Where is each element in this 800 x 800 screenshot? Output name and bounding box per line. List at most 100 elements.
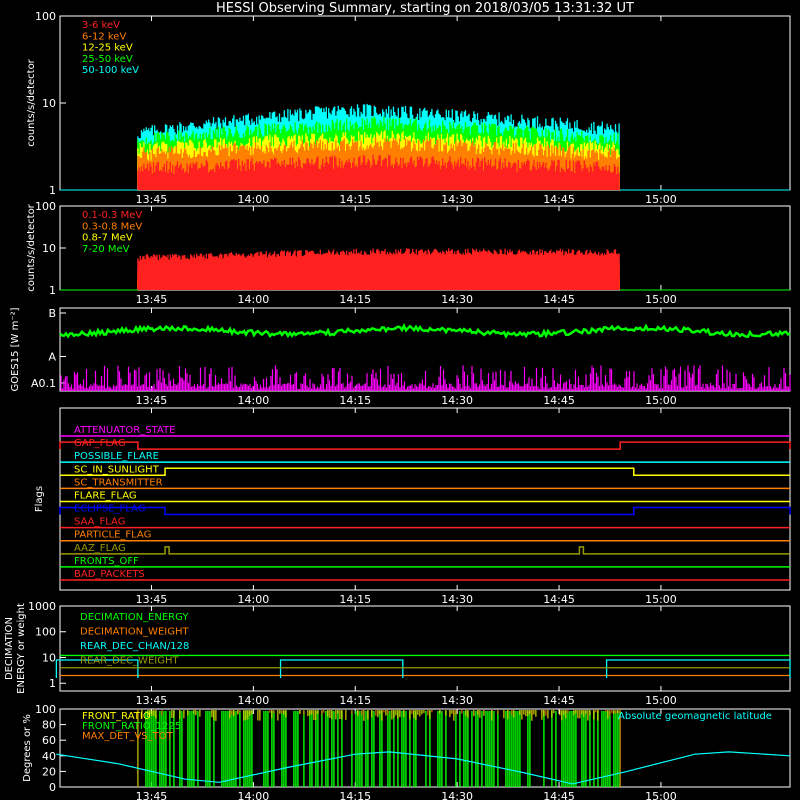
high-energy-y-tick-label: 10	[42, 242, 56, 255]
legend-entry: REAR_DEC_CHAN/128	[80, 641, 189, 652]
flags-time-tick-label: 14:15	[339, 593, 371, 606]
legend-entry: 12-25 keV	[82, 43, 133, 54]
legend-entry: 0.8-7 MeV	[82, 233, 133, 244]
legend-entry: 6-12 keV	[82, 31, 126, 42]
y-axis-label: Flags	[34, 486, 45, 512]
ratios-y-tick-label: 0	[49, 781, 56, 794]
decimation-time-tick-label: 14:15	[339, 694, 371, 707]
legend-entry: 25-50 keV	[82, 54, 133, 65]
chart-title: HESSI Observing Summary, starting on 201…	[216, 1, 634, 16]
ratios-frame	[59, 708, 791, 788]
front-ratio-spikes	[141, 710, 619, 721]
decimation-step	[605, 659, 791, 678]
goes-time-tick-label: 14:00	[238, 394, 270, 407]
high-energy-y-tick-label: 100	[35, 200, 56, 213]
ratios-time-tick-label: 15:00	[645, 790, 677, 800]
goes-y-tick-label: A0.1	[31, 377, 56, 390]
flag-label: ATTENUATOR_STATE	[74, 425, 175, 436]
ratios-y-tick-label: 60	[42, 734, 56, 747]
decimation-time-tick-label: 14:30	[441, 694, 473, 707]
panels: 13:45 14:00 14:15 14:30 14:45 15:00110100coun…	[4, 10, 791, 800]
high-energy-time-tick-label: 14:30	[441, 293, 473, 306]
low-energy-y-tick-label: 100	[35, 10, 56, 23]
y-axis-label: counts/s/detector	[26, 203, 37, 291]
legend-entry: MAX_DET_VS_TOT	[82, 731, 174, 742]
low-energy-y-tick-label: 10	[42, 97, 56, 110]
ratios-time-tick-label: 13:45	[136, 790, 168, 800]
geomagnetic-latitude-curve	[56, 751, 791, 785]
high-energy-panel: 13:45 14:00 14:15 14:30 14:45 15:00 1 10 100coun…	[26, 200, 791, 306]
ratios-y-tick-label: 100	[35, 703, 56, 716]
ratios-y-tick-label: 20	[42, 765, 56, 778]
legend-entry: 3-6 keV	[82, 20, 120, 31]
goes-short-channel-spikes	[60, 365, 791, 391]
decimation-time-tick-label: 14:00	[238, 694, 270, 707]
flags-frame	[59, 407, 791, 591]
high-energy-series-0	[137, 248, 620, 290]
legend-entry: REAR_DEC_WEIGHT	[80, 656, 179, 667]
legend-entry: DECIMATION_WEIGHT	[80, 627, 189, 638]
goes-time-tick-label: 13:45	[136, 394, 168, 407]
flag-label: PARTICLE_FLAG	[74, 530, 151, 541]
legend-entry: FRONT_RATIO	[82, 711, 151, 722]
decimation-time-tick-label: 15:00	[645, 694, 677, 707]
flags-time-tick-label: 14:45	[543, 593, 575, 606]
legend-entry: DECIMATION_ENERGY	[80, 612, 189, 623]
flag-trace	[59, 506, 791, 516]
legend-entry: FRONT_RATIO_1225	[82, 721, 181, 732]
flag-label: BAD_PACKETS	[74, 569, 145, 580]
legend-entry: 0.1-0.3 MeV	[82, 210, 142, 221]
decimation-step	[279, 659, 404, 678]
decimation-y-tick-label: 1000	[28, 600, 56, 613]
flags-time-tick-label: 13:45	[136, 593, 168, 606]
decimation-y-tick-label: 10	[42, 651, 56, 664]
high-energy-y-tick-label: 1	[49, 284, 56, 297]
flag-line	[60, 467, 790, 477]
goes-y-tick-label: B	[48, 307, 56, 320]
low-energy-time-tick-label: 14:15	[339, 193, 371, 206]
geomagnetic-latitude-label: Absolute geomagnetic latitude	[618, 711, 772, 722]
low-energy-panel: 13:45 14:00 14:15 14:30 14:45 15:00 1 10 100 coun…	[26, 10, 791, 206]
y-axis-label: GOES15 [W m⁻²]	[10, 307, 21, 391]
goes-time-tick-label: 14:45	[543, 394, 575, 407]
flag-label: POSSIBLE_FLARE	[74, 451, 159, 462]
flag-line	[59, 441, 791, 450]
y-axis-label: DECIMATION	[4, 617, 15, 680]
flag-label: SAA_FLAG	[74, 517, 125, 528]
legend-entry: 50-100 keV	[82, 65, 139, 76]
high-energy-time-tick-label: 14:00	[238, 293, 270, 306]
flag-trace	[60, 546, 790, 555]
low-energy-time-tick-label: 14:00	[238, 193, 270, 206]
y-axis-label: counts/s/detector	[26, 58, 37, 146]
ratios-time-tick-label: 14:00	[238, 790, 270, 800]
flags-time-tick-label: 15:00	[645, 593, 677, 606]
decimation-time-tick-label: 13:45	[136, 694, 168, 707]
decimation-step	[55, 659, 139, 678]
flag-label: GAP_FLAG	[74, 438, 126, 449]
low-energy-y-tick-label: 1	[49, 184, 56, 197]
flag-label: SC_TRANSMITTER	[74, 477, 163, 488]
flags-time-tick-label: 14:00	[238, 593, 270, 606]
low-energy-time-tick-label: 14:45	[543, 193, 575, 206]
low-energy-series-0	[137, 154, 620, 190]
high-energy-time-tick-label: 14:15	[339, 293, 371, 306]
flag-label: ECLIPSE_FLAG	[74, 504, 145, 515]
goes-panel: 13:45 14:00 14:15 14:30 14:45 15:00 A0.1 A B GOES…	[10, 307, 791, 407]
low-energy-time-tick-label: 13:45	[136, 193, 168, 206]
y-axis-label: ENERGY or weight	[16, 603, 27, 694]
ratios-time-tick-label: 14:15	[339, 790, 371, 800]
goes-y-tick-label: A	[48, 351, 56, 364]
goes-time-tick-label: 14:30	[441, 394, 473, 407]
flags-panel: 13:45 14:00 14:15 14:30 14:45 15:00 Flags ATTEN…	[34, 407, 791, 606]
goes-long-channel-line	[59, 322, 791, 339]
ratios-y-tick-label: 80	[42, 719, 56, 732]
goes-time-tick-label: 14:15	[339, 394, 371, 407]
decimation-y-tick-label: 1	[49, 677, 56, 690]
ratios-time-tick-label: 14:45	[543, 790, 575, 800]
flag-label: FRONTS_OFF	[74, 556, 139, 567]
ratios-y-tick-label: 40	[42, 750, 56, 763]
flag-line	[60, 546, 790, 555]
goes-time-tick-label: 15:00	[645, 394, 677, 407]
y-axis-label: Degrees or %	[22, 714, 33, 782]
flag-trace	[60, 467, 790, 477]
